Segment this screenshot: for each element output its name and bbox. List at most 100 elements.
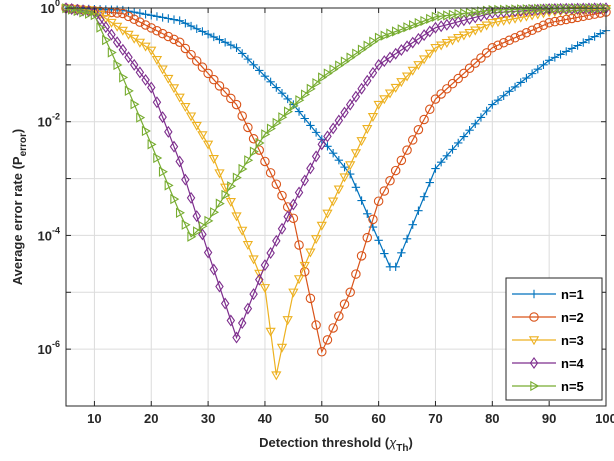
data-point [396, 78, 407, 88]
data-point [147, 81, 156, 94]
data-point [260, 259, 270, 272]
data-point [333, 185, 344, 195]
data-point [390, 83, 401, 93]
data-point [323, 68, 333, 79]
data-point [414, 17, 424, 29]
data-point [522, 3, 532, 15]
data-point [396, 155, 407, 166]
data-point [265, 168, 276, 178]
data-point [407, 66, 418, 76]
data-point [515, 13, 526, 23]
data-point [220, 297, 230, 310]
data-point [413, 124, 424, 135]
data-point [334, 155, 344, 165]
data-point [180, 103, 191, 113]
data-point [515, 30, 526, 41]
data-point [544, 18, 554, 28]
data-point [407, 135, 418, 145]
data-point [266, 247, 275, 260]
data-point [197, 131, 208, 141]
data-point [379, 95, 390, 105]
data-point [305, 248, 316, 258]
data-point [96, 22, 106, 33]
data-point [426, 13, 436, 25]
data-point [526, 11, 538, 21]
data-point [420, 15, 430, 27]
data-point [414, 32, 423, 45]
series-layer [60, 2, 612, 381]
data-point [232, 43, 241, 52]
data-point [397, 24, 407, 35]
data-point [384, 89, 396, 99]
series-line [65, 7, 607, 354]
data-point [481, 21, 492, 31]
data-point [391, 26, 401, 37]
data-point [259, 284, 271, 294]
data-point [203, 68, 213, 79]
data-point [408, 36, 417, 49]
data-point [493, 95, 503, 105]
data-point [261, 129, 271, 140]
data-point [380, 55, 389, 68]
data-point [356, 251, 367, 261]
y-tick-label: 10-2 [38, 112, 60, 130]
data-point [402, 40, 412, 53]
data-point [248, 255, 259, 265]
data-point [294, 107, 304, 116]
data-point [373, 196, 384, 206]
data-point [459, 68, 469, 79]
data-point [352, 48, 362, 59]
data-point [408, 220, 417, 229]
data-point [539, 3, 549, 14]
data-point [516, 78, 525, 87]
data-point [481, 48, 492, 58]
legend-marker [530, 380, 540, 392]
data-point [335, 60, 345, 71]
data-point [136, 112, 146, 123]
data-point [357, 82, 366, 95]
data-point [323, 142, 332, 151]
data-point [209, 74, 219, 85]
data-point [203, 29, 213, 39]
data-point [209, 32, 218, 42]
data-point [248, 133, 259, 144]
data-point [90, 9, 100, 21]
ticks [66, 7, 607, 407]
data-point [391, 262, 400, 272]
data-point [271, 179, 282, 189]
data-point [129, 14, 139, 25]
data-point [226, 40, 236, 50]
data-point [453, 34, 464, 44]
data-point [282, 316, 293, 326]
data-point [498, 37, 509, 48]
data-point [454, 8, 464, 20]
data-point [107, 47, 117, 58]
data-point [191, 121, 202, 131]
data-point [509, 14, 521, 24]
data-point [517, 4, 527, 15]
data-point [511, 4, 521, 15]
data-point [272, 83, 281, 92]
data-point [300, 174, 309, 187]
data-point [260, 156, 270, 167]
legend-item: n=3 [512, 333, 584, 348]
data-point [437, 10, 447, 22]
data-point [475, 24, 487, 34]
data-point [465, 125, 474, 135]
data-point [465, 7, 475, 18]
legend-marker [528, 336, 540, 346]
data-point [550, 16, 560, 27]
data-point [504, 35, 515, 45]
data-point [135, 17, 145, 27]
data-point [311, 150, 321, 163]
x-tick-label: 80 [485, 411, 499, 426]
legend-label: n=1 [561, 287, 584, 302]
data-point [533, 23, 543, 33]
data-point [102, 34, 112, 46]
data-point [397, 44, 406, 56]
data-point [550, 53, 560, 62]
data-point [505, 4, 515, 15]
data-point [169, 140, 179, 153]
data-point [203, 246, 213, 259]
data-point [579, 38, 588, 47]
